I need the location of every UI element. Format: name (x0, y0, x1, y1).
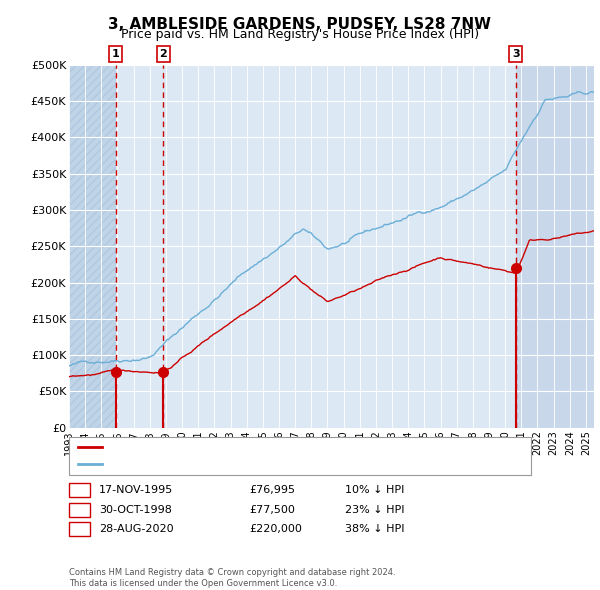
Text: 1: 1 (112, 49, 119, 59)
Text: 28-AUG-2020: 28-AUG-2020 (99, 525, 173, 534)
Text: 2: 2 (76, 505, 83, 514)
Text: 2: 2 (160, 49, 167, 59)
Text: Contains HM Land Registry data © Crown copyright and database right 2024.
This d: Contains HM Land Registry data © Crown c… (69, 568, 395, 588)
Text: Price paid vs. HM Land Registry's House Price Index (HPI): Price paid vs. HM Land Registry's House … (121, 28, 479, 41)
Text: HPI: Average price, detached house, Leeds: HPI: Average price, detached house, Leed… (107, 459, 330, 469)
Text: 1: 1 (76, 486, 83, 495)
Text: 3: 3 (512, 49, 520, 59)
Bar (69, 65, 116, 428)
Text: 3, AMBLESIDE GARDENS, PUDSEY, LS28 7NW: 3, AMBLESIDE GARDENS, PUDSEY, LS28 7NW (109, 17, 491, 31)
Text: 30-OCT-1998: 30-OCT-1998 (99, 505, 172, 514)
Bar (116, 65, 163, 428)
Text: 3, AMBLESIDE GARDENS, PUDSEY, LS28 7NW (detached house): 3, AMBLESIDE GARDENS, PUDSEY, LS28 7NW (… (107, 442, 437, 453)
Bar (516, 65, 594, 428)
Text: 23% ↓ HPI: 23% ↓ HPI (345, 505, 404, 514)
Text: 38% ↓ HPI: 38% ↓ HPI (345, 525, 404, 534)
Text: 17-NOV-1995: 17-NOV-1995 (99, 486, 173, 495)
Bar (163, 65, 516, 428)
Text: £76,995: £76,995 (249, 486, 295, 495)
Text: £220,000: £220,000 (249, 525, 302, 534)
Text: 10% ↓ HPI: 10% ↓ HPI (345, 486, 404, 495)
Text: £77,500: £77,500 (249, 505, 295, 514)
Text: 3: 3 (76, 525, 83, 534)
